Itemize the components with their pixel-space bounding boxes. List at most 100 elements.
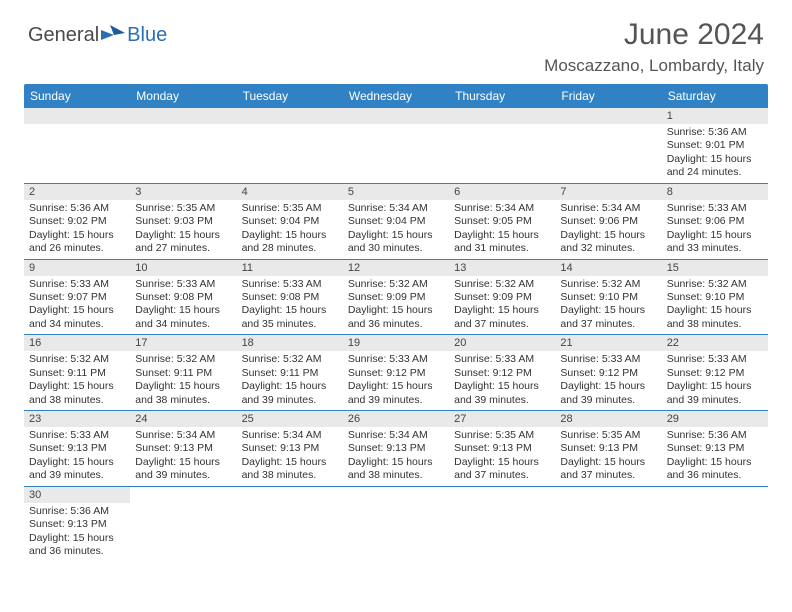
day-info: Sunrise: 5:32 AMSunset: 9:09 PMDaylight:… [343, 276, 449, 335]
location: Moscazzano, Lombardy, Italy [544, 56, 764, 76]
day-header: Tuesday [237, 84, 343, 108]
day-number: 2 [24, 184, 130, 200]
logo-mark-icon [101, 23, 127, 46]
day-header: Sunday [24, 84, 130, 108]
calendar-row: 1Sunrise: 5:36 AMSunset: 9:01 PMDaylight… [24, 108, 768, 183]
day-number: 24 [130, 411, 236, 427]
day-info: Sunrise: 5:34 AMSunset: 9:04 PMDaylight:… [343, 200, 449, 259]
day-number: 17 [130, 335, 236, 351]
day-number: 15 [662, 260, 768, 276]
calendar-cell: 3Sunrise: 5:35 AMSunset: 9:03 PMDaylight… [130, 183, 236, 259]
day-number: 21 [555, 335, 661, 351]
calendar-cell: 15Sunrise: 5:32 AMSunset: 9:10 PMDayligh… [662, 259, 768, 335]
day-number: 20 [449, 335, 555, 351]
day-info: Sunrise: 5:33 AMSunset: 9:08 PMDaylight:… [237, 276, 343, 335]
day-number: 23 [24, 411, 130, 427]
calendar-cell: 16Sunrise: 5:32 AMSunset: 9:11 PMDayligh… [24, 335, 130, 411]
calendar-cell: 17Sunrise: 5:32 AMSunset: 9:11 PMDayligh… [130, 335, 236, 411]
day-info: Sunrise: 5:35 AMSunset: 9:13 PMDaylight:… [555, 427, 661, 486]
header: General Blue June 2024 Moscazzano, Lomba… [0, 0, 792, 84]
logo: General Blue [28, 24, 167, 47]
day-number: 8 [662, 184, 768, 200]
calendar-cell: 14Sunrise: 5:32 AMSunset: 9:10 PMDayligh… [555, 259, 661, 335]
day-number: 10 [130, 260, 236, 276]
calendar-cell [237, 108, 343, 183]
calendar-row: 9Sunrise: 5:33 AMSunset: 9:07 PMDaylight… [24, 259, 768, 335]
calendar-cell: 7Sunrise: 5:34 AMSunset: 9:06 PMDaylight… [555, 183, 661, 259]
day-info: Sunrise: 5:33 AMSunset: 9:12 PMDaylight:… [555, 351, 661, 410]
day-info: Sunrise: 5:32 AMSunset: 9:11 PMDaylight:… [24, 351, 130, 410]
day-info: Sunrise: 5:35 AMSunset: 9:13 PMDaylight:… [449, 427, 555, 486]
calendar-cell: 20Sunrise: 5:33 AMSunset: 9:12 PMDayligh… [449, 335, 555, 411]
calendar-row: 30Sunrise: 5:36 AMSunset: 9:13 PMDayligh… [24, 486, 768, 561]
calendar-cell: 26Sunrise: 5:34 AMSunset: 9:13 PMDayligh… [343, 411, 449, 487]
page-title: June 2024 [544, 18, 764, 52]
calendar-cell: 21Sunrise: 5:33 AMSunset: 9:12 PMDayligh… [555, 335, 661, 411]
day-number: 18 [237, 335, 343, 351]
day-info: Sunrise: 5:34 AMSunset: 9:13 PMDaylight:… [237, 427, 343, 486]
calendar-row: 2Sunrise: 5:36 AMSunset: 9:02 PMDaylight… [24, 183, 768, 259]
day-info: Sunrise: 5:36 AMSunset: 9:13 PMDaylight:… [662, 427, 768, 486]
calendar-cell: 28Sunrise: 5:35 AMSunset: 9:13 PMDayligh… [555, 411, 661, 487]
day-info: Sunrise: 5:36 AMSunset: 9:01 PMDaylight:… [662, 124, 768, 183]
calendar-row: 16Sunrise: 5:32 AMSunset: 9:11 PMDayligh… [24, 335, 768, 411]
calendar-cell [449, 108, 555, 183]
day-info: Sunrise: 5:35 AMSunset: 9:04 PMDaylight:… [237, 200, 343, 259]
day-info: Sunrise: 5:36 AMSunset: 9:02 PMDaylight:… [24, 200, 130, 259]
calendar-cell: 1Sunrise: 5:36 AMSunset: 9:01 PMDaylight… [662, 108, 768, 183]
calendar-cell: 18Sunrise: 5:32 AMSunset: 9:11 PMDayligh… [237, 335, 343, 411]
calendar-cell: 13Sunrise: 5:32 AMSunset: 9:09 PMDayligh… [449, 259, 555, 335]
calendar-cell [555, 108, 661, 183]
calendar-cell: 25Sunrise: 5:34 AMSunset: 9:13 PMDayligh… [237, 411, 343, 487]
day-number: 11 [237, 260, 343, 276]
day-info: Sunrise: 5:33 AMSunset: 9:07 PMDaylight:… [24, 276, 130, 335]
day-info: Sunrise: 5:34 AMSunset: 9:13 PMDaylight:… [130, 427, 236, 486]
day-header: Thursday [449, 84, 555, 108]
day-number-empty [343, 108, 449, 124]
day-info: Sunrise: 5:33 AMSunset: 9:12 PMDaylight:… [662, 351, 768, 410]
calendar-cell [130, 108, 236, 183]
calendar-cell: 19Sunrise: 5:33 AMSunset: 9:12 PMDayligh… [343, 335, 449, 411]
calendar-row: 23Sunrise: 5:33 AMSunset: 9:13 PMDayligh… [24, 411, 768, 487]
day-number: 9 [24, 260, 130, 276]
day-number: 1 [662, 108, 768, 124]
calendar-cell [343, 486, 449, 561]
day-info: Sunrise: 5:36 AMSunset: 9:13 PMDaylight:… [24, 503, 130, 562]
day-info: Sunrise: 5:32 AMSunset: 9:10 PMDaylight:… [555, 276, 661, 335]
calendar-cell [662, 486, 768, 561]
calendar-cell: 6Sunrise: 5:34 AMSunset: 9:05 PMDaylight… [449, 183, 555, 259]
calendar-cell [449, 486, 555, 561]
logo-text-blue: Blue [127, 24, 167, 47]
day-number: 7 [555, 184, 661, 200]
day-number: 25 [237, 411, 343, 427]
day-number: 16 [24, 335, 130, 351]
day-header: Friday [555, 84, 661, 108]
calendar-cell [555, 486, 661, 561]
day-info: Sunrise: 5:34 AMSunset: 9:13 PMDaylight:… [343, 427, 449, 486]
day-header-row: SundayMondayTuesdayWednesdayThursdayFrid… [24, 84, 768, 108]
day-number-empty [130, 108, 236, 124]
day-info: Sunrise: 5:32 AMSunset: 9:09 PMDaylight:… [449, 276, 555, 335]
day-number: 30 [24, 487, 130, 503]
calendar-cell: 29Sunrise: 5:36 AMSunset: 9:13 PMDayligh… [662, 411, 768, 487]
calendar-cell: 9Sunrise: 5:33 AMSunset: 9:07 PMDaylight… [24, 259, 130, 335]
calendar-cell: 8Sunrise: 5:33 AMSunset: 9:06 PMDaylight… [662, 183, 768, 259]
day-number: 19 [343, 335, 449, 351]
calendar-cell: 22Sunrise: 5:33 AMSunset: 9:12 PMDayligh… [662, 335, 768, 411]
day-number: 26 [343, 411, 449, 427]
calendar-cell [237, 486, 343, 561]
day-number-empty [555, 108, 661, 124]
day-number: 22 [662, 335, 768, 351]
day-info: Sunrise: 5:32 AMSunset: 9:11 PMDaylight:… [130, 351, 236, 410]
day-number: 29 [662, 411, 768, 427]
day-info: Sunrise: 5:35 AMSunset: 9:03 PMDaylight:… [130, 200, 236, 259]
day-number: 5 [343, 184, 449, 200]
calendar-cell [343, 108, 449, 183]
day-info: Sunrise: 5:34 AMSunset: 9:06 PMDaylight:… [555, 200, 661, 259]
calendar-cell: 10Sunrise: 5:33 AMSunset: 9:08 PMDayligh… [130, 259, 236, 335]
calendar-cell: 27Sunrise: 5:35 AMSunset: 9:13 PMDayligh… [449, 411, 555, 487]
day-number: 14 [555, 260, 661, 276]
calendar-cell [130, 486, 236, 561]
day-number: 3 [130, 184, 236, 200]
day-info: Sunrise: 5:33 AMSunset: 9:13 PMDaylight:… [24, 427, 130, 486]
